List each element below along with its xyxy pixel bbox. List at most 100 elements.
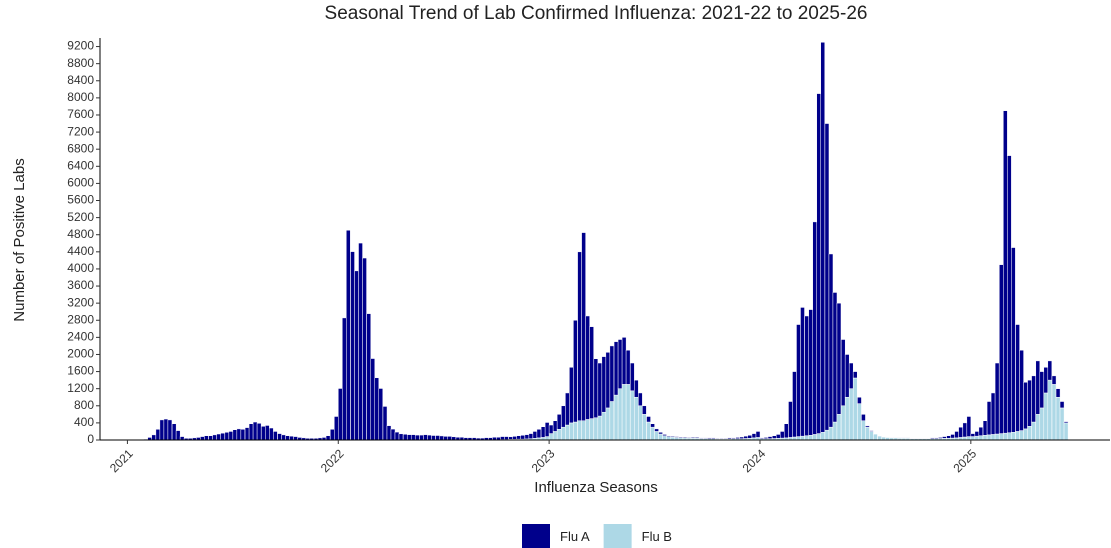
bar [459, 436, 465, 441]
bar [1023, 382, 1028, 430]
bar [783, 423, 789, 439]
bar [812, 221, 817, 435]
bar [763, 437, 769, 439]
y-tick-label: 8800 [67, 56, 94, 70]
bar [601, 356, 607, 413]
bar [877, 435, 882, 441]
bar [642, 414, 647, 441]
bar [970, 433, 976, 437]
bar [751, 433, 757, 439]
bar [552, 431, 558, 441]
y-tick-label: 5600 [67, 193, 94, 207]
bar [427, 434, 432, 441]
bar [642, 405, 647, 415]
bar [982, 420, 988, 436]
bar [585, 419, 590, 441]
bar [508, 436, 513, 440]
bar [869, 430, 874, 432]
bar [167, 419, 173, 441]
bar [467, 437, 473, 441]
bar [771, 435, 777, 439]
bar [1031, 375, 1036, 423]
bar [1015, 324, 1020, 432]
bar [171, 423, 177, 441]
bar [220, 432, 225, 441]
bar [999, 433, 1004, 441]
bar [731, 437, 736, 439]
bar [800, 435, 805, 441]
bar [970, 436, 976, 441]
legend-label: Flu A [560, 529, 590, 544]
bar [443, 436, 449, 441]
bar [808, 435, 813, 441]
bar [820, 432, 826, 441]
bar [179, 436, 185, 441]
bar [1043, 392, 1049, 441]
bar [496, 436, 501, 441]
bar [630, 362, 635, 392]
bar [865, 425, 870, 428]
y-tick-label: 4000 [67, 261, 94, 275]
bar [986, 401, 992, 436]
bar [1043, 367, 1049, 394]
bar [520, 435, 525, 440]
bar [617, 339, 623, 389]
bar [256, 423, 262, 441]
bar [601, 411, 607, 441]
bar [865, 426, 870, 441]
bar [402, 433, 408, 441]
bar [852, 377, 858, 441]
bar [836, 302, 842, 415]
bar [966, 416, 972, 437]
bar [528, 433, 534, 439]
bar [682, 436, 688, 439]
y-tick-label: 400 [74, 415, 94, 429]
bar [788, 401, 793, 438]
y-axis-label: Number of Positive Labs [11, 158, 28, 321]
bar [824, 123, 830, 431]
bar [204, 435, 209, 441]
bar [455, 436, 461, 441]
bar [621, 337, 627, 385]
bar [840, 405, 846, 441]
bar [954, 431, 959, 439]
bar [354, 270, 359, 441]
bar [366, 313, 372, 441]
chart-title: Seasonal Trend of Lab Confirmed Influenz… [325, 3, 868, 24]
bar [252, 421, 258, 441]
bar [617, 388, 623, 441]
bar [1023, 428, 1028, 441]
y-tick-label: 9200 [67, 39, 94, 53]
bar [686, 437, 692, 439]
bar [613, 394, 619, 441]
bar [662, 434, 667, 436]
bars [139, 42, 1069, 441]
bar [1063, 421, 1069, 424]
bar [548, 424, 554, 434]
y-tick-label: 6400 [67, 158, 94, 172]
bar [232, 429, 238, 441]
x-tick-label: 2021 [107, 446, 136, 475]
bar [820, 42, 826, 433]
bar [488, 437, 493, 441]
bar [1007, 155, 1012, 433]
bar [281, 434, 286, 441]
bar [861, 420, 866, 441]
bar [930, 437, 935, 439]
bar [358, 242, 363, 441]
bar [986, 434, 992, 441]
bar [1019, 430, 1024, 441]
y-tick-label: 7600 [67, 107, 94, 121]
bar [962, 422, 968, 438]
bar [536, 429, 542, 439]
bar [857, 396, 862, 404]
bar [151, 434, 156, 441]
bar [244, 427, 250, 441]
bar [394, 431, 400, 441]
bar [800, 307, 805, 437]
bar [556, 429, 562, 441]
bar [840, 339, 846, 407]
bar [678, 436, 684, 439]
bar [743, 435, 749, 439]
